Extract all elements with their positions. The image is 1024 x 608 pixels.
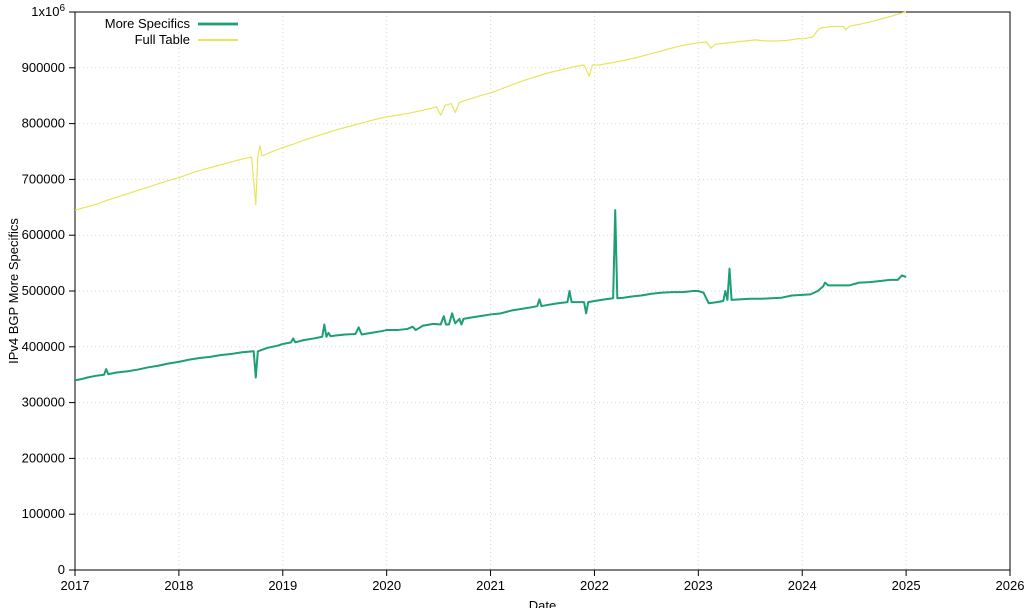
chart-bg [0,0,1024,608]
y-tick-label: 0 [58,562,65,577]
y-tick-label: 500000 [22,283,65,298]
y-tick-label: 900000 [22,60,65,75]
x-tick-label: 2019 [268,578,297,593]
x-tick-label: 2021 [476,578,505,593]
y-tick-label: 100000 [22,506,65,521]
x-tick-label: 2024 [788,578,817,593]
x-tick-label: 2017 [61,578,90,593]
x-tick-label: 2018 [164,578,193,593]
y-tick-label: 800000 [22,116,65,131]
legend-label-0: More Specifics [105,16,191,31]
chart-svg: 2017 2018 2019 2020 2021 2022 2023 2024 2025 2026… [0,0,1024,608]
x-tick-label: 2023 [684,578,713,593]
x-tick-label: 2022 [580,578,609,593]
x-tick-label: 2025 [892,578,921,593]
x-tick-label: 2026 [996,578,1024,593]
y-axis-label: IPv4 BGP More Specifics [6,218,21,364]
y-tick-label: 400000 [22,339,65,354]
bgp-more-specifics-chart: 2017 2018 2019 2020 2021 2022 2023 2024 2025 2026… [0,0,1024,608]
y-tick-label: 300000 [22,395,65,410]
y-tick-label: 700000 [22,171,65,186]
y-tick-label: 600000 [22,227,65,242]
x-axis-label: Date [529,598,556,608]
legend-label-1: Full Table [135,32,190,47]
y-tick-label: 200000 [22,450,65,465]
x-tick-label: 2020 [372,578,401,593]
